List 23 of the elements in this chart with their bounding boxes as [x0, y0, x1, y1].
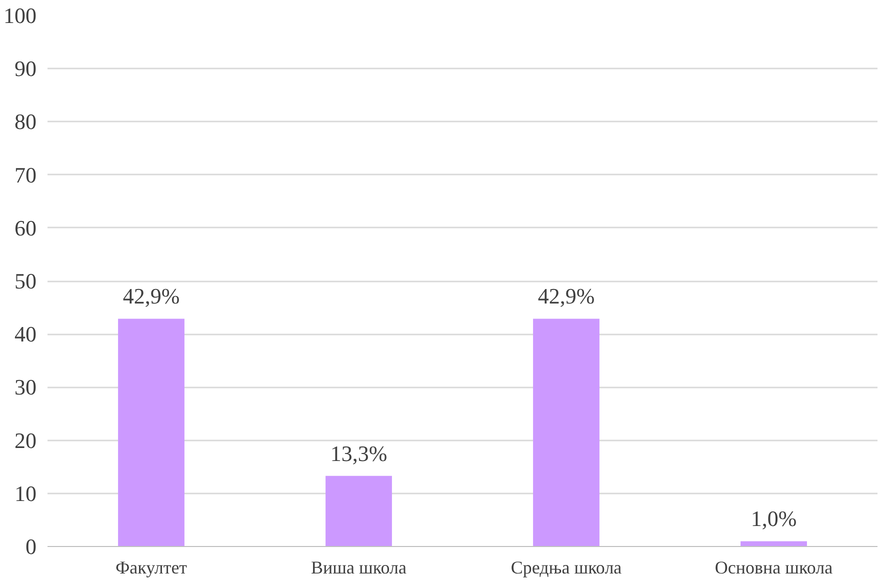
y-tick-label: 0 [26, 534, 36, 559]
y-tick-label: 10 [14, 480, 36, 506]
bar [533, 318, 600, 546]
x-tick-label: Виша школа [311, 558, 406, 578]
data-label: 13,3% [330, 440, 388, 466]
data-label: 42,9% [538, 284, 595, 309]
x-tick-label: Факултет [115, 558, 188, 578]
y-tick-label: 30 [14, 374, 36, 400]
y-tick-label: 50 [14, 268, 36, 294]
y-tick-label: 90 [14, 56, 36, 82]
bar [740, 541, 807, 546]
y-tick-label: 60 [14, 215, 36, 240]
data-label: 1,0% [750, 506, 797, 532]
x-tick-label: Основна школа [714, 558, 833, 578]
y-tick-label: 80 [14, 109, 36, 134]
bar [326, 476, 392, 546]
data-label: 42,9% [122, 284, 180, 309]
y-tick-label: 70 [14, 162, 36, 188]
y-tick-label: 20 [14, 428, 36, 453]
bar [118, 318, 184, 546]
x-tick-label: Средња школа [510, 558, 622, 578]
y-tick-label: 40 [14, 322, 36, 347]
y-tick-label: 100 [4, 3, 36, 28]
